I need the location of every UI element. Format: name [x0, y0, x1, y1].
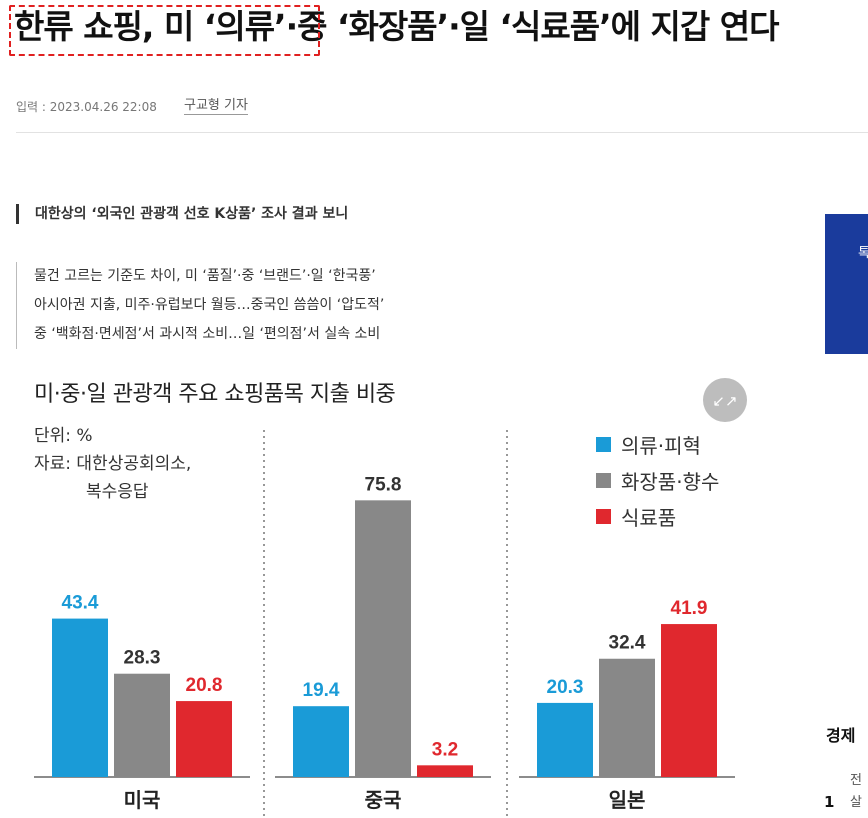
category-label: 중국 [365, 788, 402, 812]
category-label: 일본 [609, 788, 646, 812]
side-banner[interactable]: 톡 [825, 214, 868, 354]
side-news-item[interactable]: 전 살 [850, 770, 862, 814]
data-label: 28.3 [124, 648, 161, 669]
summary-line: 아시아권 지출, 미주·유럽보다 월등…중국인 씀씀이 ‘압도적’ [34, 297, 385, 313]
legend-swatch [596, 508, 611, 524]
bar-의류·피혁 [537, 702, 593, 777]
legend-label: 의류·피혁 [621, 433, 701, 458]
data-label: 20.3 [547, 677, 584, 698]
article-byline: 입력 : 2023.04.26 22:08 구교형 기자 [16, 98, 248, 115]
source-label-cont: 복수응답 [86, 482, 149, 502]
data-label: 43.4 [62, 593, 99, 614]
bar-chart: 43.4 28.3 20.8 미국 19.4 75.8 3.2 중국 20.3 32.4 41.9 일… [34, 430, 735, 818]
side-news-rank: 1 [824, 793, 835, 811]
data-label: 20.8 [186, 675, 223, 696]
legend-item: 의류·피혁 [596, 426, 719, 462]
article-subtitle: 대한상의 ‘외국인 관광객 선호 K상품’ 조사 결과 보니 [16, 204, 348, 224]
legend-item: 화장품·향수 [596, 462, 719, 498]
data-label: 3.2 [432, 739, 458, 760]
bar-화장품·향수 [114, 673, 170, 777]
legend-label: 식료품 [621, 505, 677, 530]
data-label: 75.8 [365, 474, 402, 495]
expand-image-button[interactable]: ↙↗ [703, 378, 747, 422]
data-label: 19.4 [303, 680, 340, 701]
chart-title: 미·중·일 관광객 주요 쇼핑품목 지출 비중 [34, 382, 396, 407]
side-banner-text: 톡 [858, 246, 868, 261]
summary-line: 중 ‘백화점·면세점’서 과시적 소비…일 ‘편의점’서 실속 소비 [34, 326, 381, 342]
bar-화장품·향수 [599, 658, 655, 777]
side-news-line: 살 [850, 795, 862, 810]
article-headline: 한류 쇼핑, 미 ‘의류’·중 ‘화장품’·일 ‘식료품’에 지갑 연다 [14, 7, 779, 46]
bar-식료품 [176, 701, 232, 777]
side-news-section-title[interactable]: 경제 [826, 726, 856, 745]
bar-의류·피혁 [293, 706, 349, 777]
header-divider [16, 132, 868, 133]
unit-label: 단위: % [34, 426, 93, 446]
source-label: 자료: 대한상공회의소, [34, 454, 192, 474]
publish-time: 입력 : 2023.04.26 22:08 [16, 100, 157, 114]
summary-line: 물건 고르는 기준도 차이, 미 ‘품질’·중 ‘브랜드’·일 ‘한국풍’ [34, 268, 376, 284]
reporter-link[interactable]: 구교형 기자 [184, 98, 248, 115]
category-label: 미국 [124, 788, 161, 812]
data-label: 41.9 [671, 598, 708, 619]
data-label: 32.4 [609, 633, 646, 654]
bar-의류·피혁 [52, 618, 108, 777]
legend-item: 식료품 [596, 498, 719, 534]
bar-화장품·향수 [355, 500, 411, 777]
expand-icon: ↙↗ [712, 392, 738, 410]
legend-label: 화장품·향수 [621, 469, 720, 494]
bar-식료품 [417, 765, 473, 777]
bar-식료품 [661, 624, 717, 777]
chart-notes: 단위: % 자료: 대한상공회의소, 복수응답 [34, 422, 191, 506]
legend-swatch [596, 472, 611, 488]
chart-legend: 의류·피혁 화장품·향수 식료품 [596, 426, 719, 534]
article-summary: 물건 고르는 기준도 차이, 미 ‘품질’·중 ‘브랜드’·일 ‘한국풍’ 아시… [16, 262, 384, 349]
legend-swatch [596, 436, 611, 452]
side-news-line: 전 [850, 773, 862, 788]
chart-figure: 43.4 28.3 20.8 미국 19.4 75.8 3.2 중국 20.3 32.4 41.9 일… [16, 364, 806, 818]
